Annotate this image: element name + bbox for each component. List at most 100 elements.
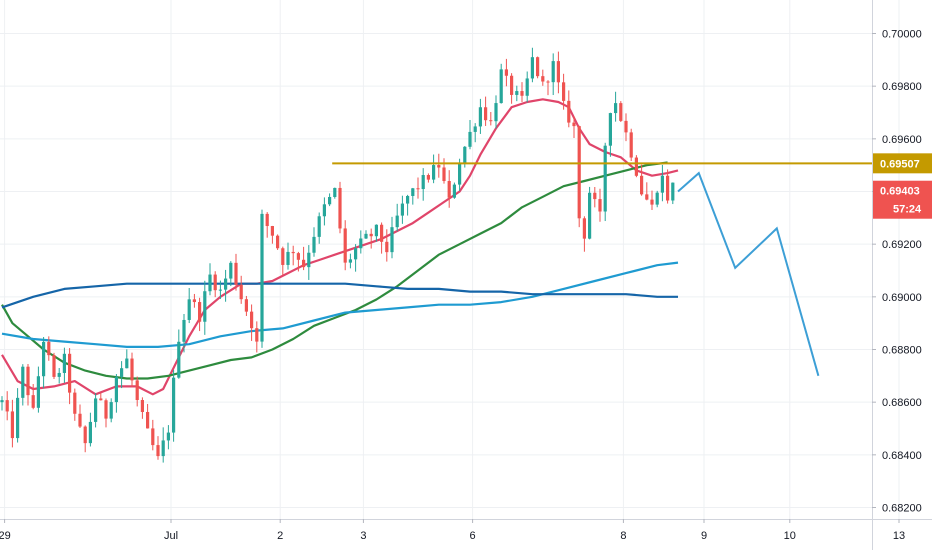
candle-body xyxy=(608,113,612,146)
candle-body xyxy=(140,400,144,412)
last-price-label: 0.69403 xyxy=(880,186,920,198)
candle-body xyxy=(296,253,300,260)
candle-body xyxy=(541,76,545,82)
countdown-label: 57:24 xyxy=(893,204,922,216)
y-tick-label: 0.70000 xyxy=(882,29,922,41)
candle-body xyxy=(312,236,316,253)
candle-body xyxy=(250,311,254,329)
candle-body xyxy=(650,199,654,205)
candle-body xyxy=(307,252,311,268)
candle-body xyxy=(109,402,113,419)
candle-body xyxy=(166,432,170,441)
candles xyxy=(0,47,675,463)
candle-body xyxy=(317,216,321,237)
candle-body xyxy=(463,146,467,164)
ma-mid-line xyxy=(1,161,668,380)
x-tick-label: 9 xyxy=(701,530,707,542)
candle-body xyxy=(437,165,441,168)
candle-body xyxy=(546,81,550,83)
y-tick-label: 0.69000 xyxy=(882,292,922,304)
candle-body xyxy=(47,341,51,356)
candle-body xyxy=(468,131,472,147)
candle-body xyxy=(369,233,373,237)
candle-body xyxy=(88,421,92,444)
resistance-price-badge xyxy=(873,153,932,174)
candle-body xyxy=(255,328,259,342)
x-tick-label: 2 xyxy=(277,530,283,542)
candle-body xyxy=(338,187,342,229)
candle-body xyxy=(187,299,191,320)
candle-body xyxy=(265,213,269,227)
candle-body xyxy=(567,100,571,123)
candle-body xyxy=(0,400,4,403)
x-tick-label: 10 xyxy=(784,530,796,542)
candle-body xyxy=(660,175,664,193)
candle-body xyxy=(130,358,134,381)
candle-body xyxy=(432,165,436,180)
ma-slow-rising-line xyxy=(1,261,679,348)
candle-body xyxy=(68,353,72,393)
candle-body xyxy=(333,187,337,197)
candle-body xyxy=(671,182,675,201)
y-tick-label: 0.69600 xyxy=(882,134,922,146)
candle-body xyxy=(426,175,430,180)
resistance-price-label: 0.69507 xyxy=(880,158,920,170)
y-tick-label: 0.68200 xyxy=(882,503,922,515)
series xyxy=(1,98,679,396)
candle-body xyxy=(73,392,77,414)
candle-body xyxy=(348,259,352,263)
candle-body xyxy=(421,175,425,190)
candle-body xyxy=(406,195,410,204)
ma-slow-flat-line xyxy=(1,282,678,309)
candle-body xyxy=(411,188,415,196)
candle-body xyxy=(452,184,456,198)
candle-body xyxy=(551,61,555,83)
candle-body xyxy=(94,398,98,422)
candle-body xyxy=(343,228,347,263)
x-tick-label: 3 xyxy=(360,530,366,542)
candle-body xyxy=(161,440,165,457)
candle-body xyxy=(359,238,363,249)
candle-body xyxy=(572,122,576,127)
candle-body xyxy=(203,291,207,322)
candle-body xyxy=(322,204,326,217)
candle-body xyxy=(562,82,566,101)
candle-body xyxy=(52,355,56,377)
candle-body xyxy=(416,188,420,190)
candle-body xyxy=(603,145,607,212)
candle-body xyxy=(239,284,243,300)
candle-body xyxy=(458,163,462,185)
candle-body xyxy=(515,91,519,95)
ma-fast-line xyxy=(1,98,679,396)
candle-body xyxy=(286,251,290,265)
candle-body xyxy=(21,366,25,398)
projection-path xyxy=(677,171,820,377)
candle-body xyxy=(530,57,534,79)
candle-body xyxy=(645,194,649,200)
candle-body xyxy=(354,248,358,260)
candle-body xyxy=(198,302,202,322)
candle-body xyxy=(478,107,482,127)
candle-body xyxy=(504,69,508,76)
candle-body xyxy=(499,69,503,104)
candle-body xyxy=(229,262,233,279)
candle-body xyxy=(57,372,61,377)
candle-body xyxy=(10,411,14,439)
candle-body xyxy=(364,233,368,239)
candle-body xyxy=(31,395,35,408)
candle-body xyxy=(390,227,394,253)
candle-body xyxy=(234,262,238,285)
candle-body xyxy=(473,126,477,132)
y-tick-label: 0.68800 xyxy=(882,345,922,357)
candle-body xyxy=(640,175,644,195)
candle-body xyxy=(582,218,586,239)
candle-body xyxy=(182,319,186,342)
candle-body xyxy=(598,199,602,212)
y-tick-label: 0.69800 xyxy=(882,81,922,93)
candle-body xyxy=(62,353,66,373)
candle-body xyxy=(151,428,155,446)
candle-body xyxy=(281,248,285,265)
candle-body xyxy=(619,103,623,121)
